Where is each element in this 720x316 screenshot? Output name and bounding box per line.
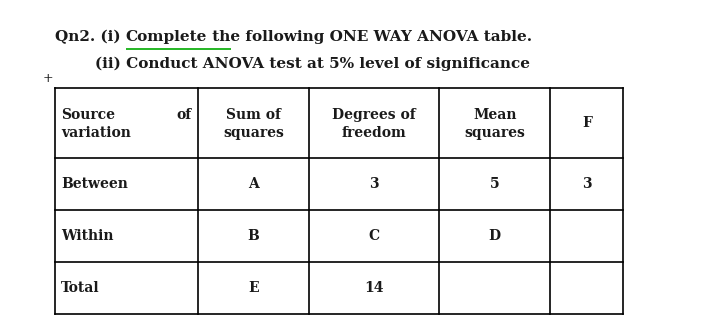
Text: Total: Total [61,281,99,295]
Text: 5: 5 [490,177,500,191]
Text: C: C [369,229,379,243]
Text: Degrees of: Degrees of [332,108,416,122]
Text: freedom: freedom [342,126,407,140]
Text: Complete: Complete [126,30,207,44]
Text: D: D [489,229,501,243]
Text: F: F [582,116,592,130]
Text: B: B [248,229,259,243]
Text: +: + [42,72,53,85]
Text: Within: Within [61,229,114,243]
Text: A: A [248,177,258,191]
Text: squares: squares [223,126,284,140]
Text: 3: 3 [369,177,379,191]
Text: 3: 3 [582,177,592,191]
Text: Between: Between [61,177,128,191]
Text: variation: variation [61,126,131,140]
Text: (ii) Conduct ANOVA test at 5% level of significance: (ii) Conduct ANOVA test at 5% level of s… [95,57,530,71]
Text: of: of [176,108,192,122]
Text: the following ONE WAY ANOVA table.: the following ONE WAY ANOVA table. [207,30,532,44]
Text: squares: squares [464,126,525,140]
Text: Mean: Mean [473,108,516,122]
Text: E: E [248,281,258,295]
Text: 14: 14 [364,281,384,295]
Text: Sum of: Sum of [226,108,281,122]
Text: Qn2. (i): Qn2. (i) [55,30,126,44]
Text: Source: Source [61,108,115,122]
